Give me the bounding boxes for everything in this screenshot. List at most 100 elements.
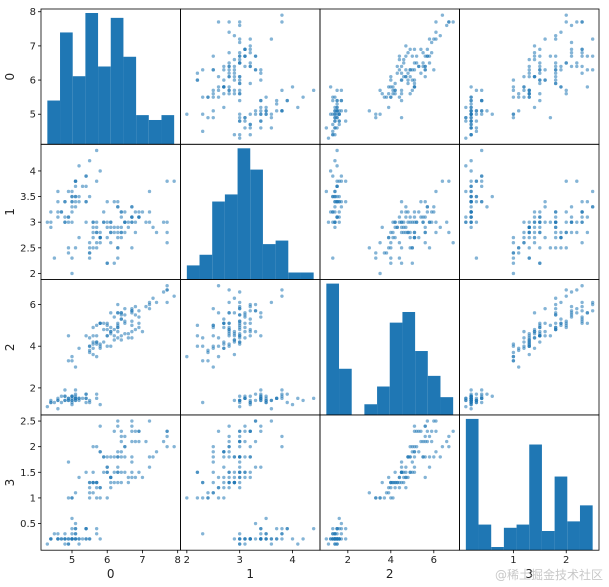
scatter-point-2-1-8 — [232, 398, 237, 403]
scatter-point-2-1-60 — [185, 354, 189, 359]
scatter-point-1-2-37 — [333, 189, 337, 194]
histogram-bar-3-1 — [478, 524, 492, 551]
scatter-point-1-0-68 — [112, 261, 116, 265]
scatter-point-2-0-89 — [87, 344, 92, 348]
scatter-point-2-0-51 — [119, 334, 124, 338]
scatter-point-1-2-57 — [374, 251, 378, 255]
scatter-point-3-1-73 — [227, 485, 231, 490]
scatter-point-0-1-18 — [280, 88, 284, 93]
scatter-point-0-3-71 — [527, 74, 531, 79]
scatter-point-3-1-134 — [216, 475, 221, 480]
scatter-point-0-2-139 — [419, 47, 423, 52]
scatter-point-0-1-108 — [211, 54, 215, 58]
scatter-point-0-3-52 — [538, 47, 542, 52]
scatter-point-2-1-29 — [248, 394, 252, 398]
scatter-point-0-2-127 — [408, 74, 412, 79]
scatter-point-0-2-48 — [335, 102, 339, 106]
scatter-point-2-0-57 — [66, 359, 71, 363]
scatter-point-1-2-82 — [386, 235, 391, 240]
scatter-point-3-2-99 — [391, 480, 395, 485]
scatter-point-0-2-89 — [389, 95, 393, 99]
scatter-point-1-3-149 — [553, 220, 558, 224]
scatter-point-0-3-81 — [511, 95, 516, 99]
scatter-point-0-3-6 — [474, 126, 479, 130]
scatter-point-2-1-131 — [280, 294, 284, 298]
scatter-point-0-3-116 — [553, 61, 558, 65]
scatter-point-2-3-129 — [543, 306, 547, 311]
scatter-point-3-2-79 — [378, 496, 382, 500]
scatter-point-0-3-97 — [527, 71, 531, 75]
scatter-point-0-3-136 — [585, 68, 590, 72]
scatter-point-2-0-107 — [151, 296, 155, 300]
y-axis-label-1: 1 — [3, 208, 17, 216]
scatter-point-3-1-48 — [274, 537, 279, 541]
scatter-point-0-1-120 — [248, 47, 252, 52]
scatter-point-1-0-83 — [105, 235, 109, 240]
y-tick-label-1-4: 4 — [30, 166, 36, 177]
scatter-point-3-1-19 — [280, 532, 284, 536]
scatter-point-0-2-76 — [406, 51, 410, 55]
scatter-point-1-2-149 — [412, 220, 417, 224]
scatter-point-0-2-134 — [423, 74, 427, 79]
scatter-point-1-2-139 — [419, 215, 423, 219]
scatter-point-1-3-83 — [543, 235, 547, 240]
scatter-point-0-1-45 — [237, 119, 242, 123]
scatter-point-0-1-21 — [274, 109, 279, 113]
scatter-point-3-1-62 — [195, 496, 200, 500]
scatter-point-3-0-52 — [137, 470, 141, 474]
scatter-point-1-0-120 — [137, 210, 141, 214]
scatter-point-3-0-30 — [63, 537, 67, 541]
y-tick-label-0-7: 7 — [30, 41, 36, 52]
scatter-point-1-0-119 — [105, 261, 109, 265]
scatter-point-1-0-100 — [116, 205, 120, 209]
scatter-point-0-1-111 — [222, 64, 226, 69]
scatter-point-1-0-69 — [91, 246, 95, 250]
scatter-point-1-0-97 — [112, 225, 116, 230]
scatter-point-0-2-99 — [391, 88, 395, 93]
scatter-point-0-3-37 — [464, 115, 468, 120]
scatter-point-0-2-130 — [434, 30, 438, 34]
histogram-bar-1-1 — [199, 254, 213, 280]
scatter-point-3-0-95 — [94, 485, 99, 490]
scatter-point-1-3-99 — [527, 230, 531, 235]
scatter-point-3-2-67 — [391, 496, 395, 500]
scatter-point-1-0-76 — [133, 230, 138, 235]
scatter-point-3-1-44 — [280, 526, 284, 531]
scatter-point-2-1-34 — [243, 396, 247, 401]
scatter-point-1-3-67 — [511, 235, 516, 240]
scatter-point-3-1-91 — [237, 475, 242, 480]
histogram-bar-3-7 — [554, 476, 568, 551]
scatter-point-1-3-82 — [522, 235, 526, 240]
scatter-point-2-0-47 — [56, 398, 60, 403]
scatter-point-2-3-64 — [527, 352, 531, 357]
scatter-point-1-2-46 — [337, 179, 341, 183]
scatter-point-3-0-119 — [105, 470, 109, 474]
scatter-point-0-1-43 — [264, 112, 268, 116]
scatter-point-1-0-149 — [102, 220, 106, 224]
scatter-point-0-3-43 — [490, 112, 494, 116]
scatter-point-0-3-19 — [474, 109, 479, 113]
scatter-point-2-3-145 — [580, 319, 584, 323]
scatter-point-3-1-34 — [243, 537, 247, 541]
scatter-point-0-2-129 — [427, 37, 432, 41]
scatter-point-0-3-29 — [469, 122, 473, 127]
scatter-point-1-0-133 — [116, 230, 120, 235]
scatter-point-2-1-79 — [216, 354, 221, 359]
scatter-point-2-1-32 — [296, 396, 300, 401]
scatter-point-2-0-135 — [165, 300, 169, 305]
scatter-point-3-0-49 — [70, 537, 74, 541]
histogram-bar-2-9 — [440, 397, 454, 415]
scatter-point-1-2-109 — [434, 189, 438, 194]
scatter-point-3-0-104 — [123, 434, 127, 439]
scatter-point-1-3-41 — [474, 256, 479, 260]
scatter-point-0-2-69 — [386, 92, 391, 96]
scatter-point-0-3-15 — [479, 88, 484, 93]
scatter-point-0-2-30 — [337, 119, 341, 123]
scatter-point-2-3-22 — [469, 407, 473, 411]
scatter-point-1-0-105 — [161, 220, 166, 224]
histogram-bar-3-0 — [465, 418, 479, 551]
scatter-point-2-3-75 — [532, 336, 537, 340]
scatter-point-0-3-147 — [564, 61, 568, 65]
scatter-point-3-1-92 — [216, 485, 221, 490]
scatter-point-2-0-43 — [70, 394, 74, 398]
